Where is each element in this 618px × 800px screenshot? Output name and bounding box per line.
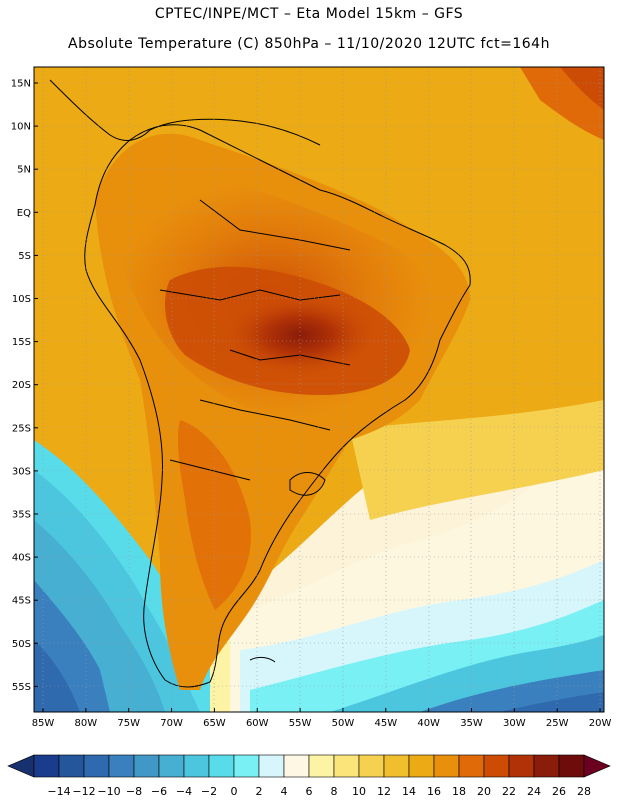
- colorbar-swatch: [433, 754, 460, 778]
- colorbar-label: 22: [502, 785, 516, 798]
- lat-label: EQ: [17, 208, 31, 219]
- colorbar-arrow-high: [583, 754, 611, 778]
- colorbar-label: 0: [231, 785, 238, 798]
- lat-label: 40S: [12, 553, 31, 564]
- colorbar-swatch: [58, 754, 85, 778]
- lon-label: 55W: [289, 718, 312, 729]
- lon-label: 25W: [546, 718, 569, 729]
- lat-label: 10S: [12, 294, 31, 305]
- colorbar: −14 −12 −10 −8 −6 −4 −2 0 2 4 6 8 10 12 14 16 18 20 22 24 26…: [7, 754, 611, 798]
- latitude-axis: 15N 10N 5N EQ 5S 10S 15S 20S 25S 30S 35S 40S 45S 50S 5…: [11, 79, 38, 693]
- lat-label: 10N: [11, 122, 31, 133]
- colorbar-label: −12: [72, 785, 95, 798]
- colorbar-label: 28: [577, 785, 591, 798]
- lat-label: 20S: [12, 380, 31, 391]
- lon-label: 75W: [117, 718, 140, 729]
- lon-label: 70W: [160, 718, 183, 729]
- colorbar-label: 10: [352, 785, 366, 798]
- lat-label: 5S: [18, 251, 31, 262]
- colorbar-label: 24: [527, 785, 541, 798]
- colorbar-swatch: [33, 754, 60, 778]
- lat-label: 35S: [12, 510, 31, 521]
- colorbar-label: 8: [331, 785, 338, 798]
- colorbar-swatch: [208, 754, 235, 778]
- colorbar-swatch: [108, 754, 135, 778]
- colorbar-label: 20: [477, 785, 491, 798]
- lat-label: 5N: [17, 165, 31, 176]
- colorbar-swatch: [308, 754, 335, 778]
- lat-label: 45S: [12, 596, 31, 607]
- lat-label: 30S: [12, 466, 31, 477]
- colorbar-label: 26: [552, 785, 566, 798]
- colorbar-label: 16: [427, 785, 441, 798]
- colorbar-swatch: [133, 754, 160, 778]
- colorbar-label: 4: [281, 785, 288, 798]
- lon-label: 60W: [246, 718, 269, 729]
- lat-label: 50S: [12, 639, 31, 650]
- colorbar-swatch: [183, 754, 210, 778]
- lat-label: 15S: [12, 337, 31, 348]
- colorbar-label: 18: [452, 785, 466, 798]
- temperature-field: [34, 67, 604, 712]
- lat-label: 25S: [12, 423, 31, 434]
- colorbar-swatch: [158, 754, 185, 778]
- lat-label: 55S: [12, 682, 31, 693]
- colorbar-swatch: [358, 754, 385, 778]
- lat-label: 15N: [11, 79, 31, 90]
- graticule: [34, 67, 604, 712]
- coastline: [49, 79, 471, 688]
- colorbar-swatch: [83, 754, 110, 778]
- lon-label: 80W: [75, 718, 98, 729]
- colorbar-label: −14: [47, 785, 70, 798]
- colorbar-swatch: [408, 754, 435, 778]
- colorbar-label: −4: [176, 785, 192, 798]
- map-title-variable: Absolute Temperature (C) 850hPa – 11/10/…: [68, 36, 550, 52]
- colorbar-label: −10: [97, 785, 120, 798]
- lon-label: 40W: [417, 718, 440, 729]
- colorbar-swatch: [333, 754, 360, 778]
- colorbar-label: 2: [256, 785, 263, 798]
- longitude-axis: 85W 80W 75W 70W 65W 60W 55W 50W 45W 40W 35W 30W 25W 2…: [32, 708, 612, 729]
- colorbar-swatch: [533, 754, 560, 778]
- colorbar-label: 14: [402, 785, 416, 798]
- colorbar-label: −2: [201, 785, 217, 798]
- lon-label: 65W: [203, 718, 226, 729]
- map-border: [33, 66, 605, 713]
- colorbar-swatch: [508, 754, 535, 778]
- colorbar-swatch: [383, 754, 410, 778]
- lon-label: 20W: [589, 718, 612, 729]
- colorbar-arrow-low: [7, 754, 35, 778]
- colorbar-swatch: [258, 754, 285, 778]
- colorbar-swatch: [558, 754, 585, 778]
- lon-label: 45W: [374, 718, 397, 729]
- colorbar-swatch: [458, 754, 485, 778]
- colorbar-label: −6: [151, 785, 167, 798]
- lon-label: 50W: [332, 718, 355, 729]
- colorbar-label: −8: [126, 785, 142, 798]
- colorbar-swatch: [283, 754, 310, 778]
- colorbar-swatch: [233, 754, 260, 778]
- colorbar-label: 12: [377, 785, 391, 798]
- colorbar-label: 6: [306, 785, 313, 798]
- lon-label: 35W: [460, 718, 483, 729]
- lon-label: 30W: [503, 718, 526, 729]
- map-title-model: CPTEC/INPE/MCT – Eta Model 15km – GFS: [154, 6, 464, 22]
- colorbar-swatch: [483, 754, 510, 778]
- lon-label: 85W: [32, 718, 55, 729]
